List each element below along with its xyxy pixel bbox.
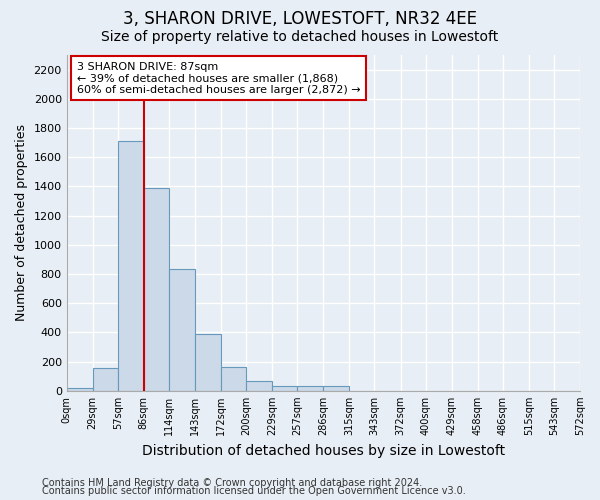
Text: Contains HM Land Registry data © Crown copyright and database right 2024.: Contains HM Land Registry data © Crown c… — [42, 478, 422, 488]
Text: 3, SHARON DRIVE, LOWESTOFT, NR32 4EE: 3, SHARON DRIVE, LOWESTOFT, NR32 4EE — [123, 10, 477, 28]
Bar — [221, 366, 246, 391]
Bar — [118, 141, 144, 391]
Text: 3 SHARON DRIVE: 87sqm
← 39% of detached houses are smaller (1,868)
60% of semi-d: 3 SHARON DRIVE: 87sqm ← 39% of detached … — [77, 62, 361, 95]
Bar — [92, 368, 118, 391]
Bar — [246, 382, 272, 391]
Bar — [195, 334, 221, 391]
Bar — [298, 386, 323, 391]
Text: Contains public sector information licensed under the Open Government Licence v3: Contains public sector information licen… — [42, 486, 466, 496]
Bar — [67, 388, 92, 391]
Y-axis label: Number of detached properties: Number of detached properties — [15, 124, 28, 322]
X-axis label: Distribution of detached houses by size in Lowestoft: Distribution of detached houses by size … — [142, 444, 505, 458]
Text: Size of property relative to detached houses in Lowestoft: Size of property relative to detached ho… — [101, 30, 499, 44]
Bar — [169, 269, 195, 391]
Bar — [272, 386, 298, 391]
Bar — [323, 386, 349, 391]
Bar — [144, 188, 169, 391]
